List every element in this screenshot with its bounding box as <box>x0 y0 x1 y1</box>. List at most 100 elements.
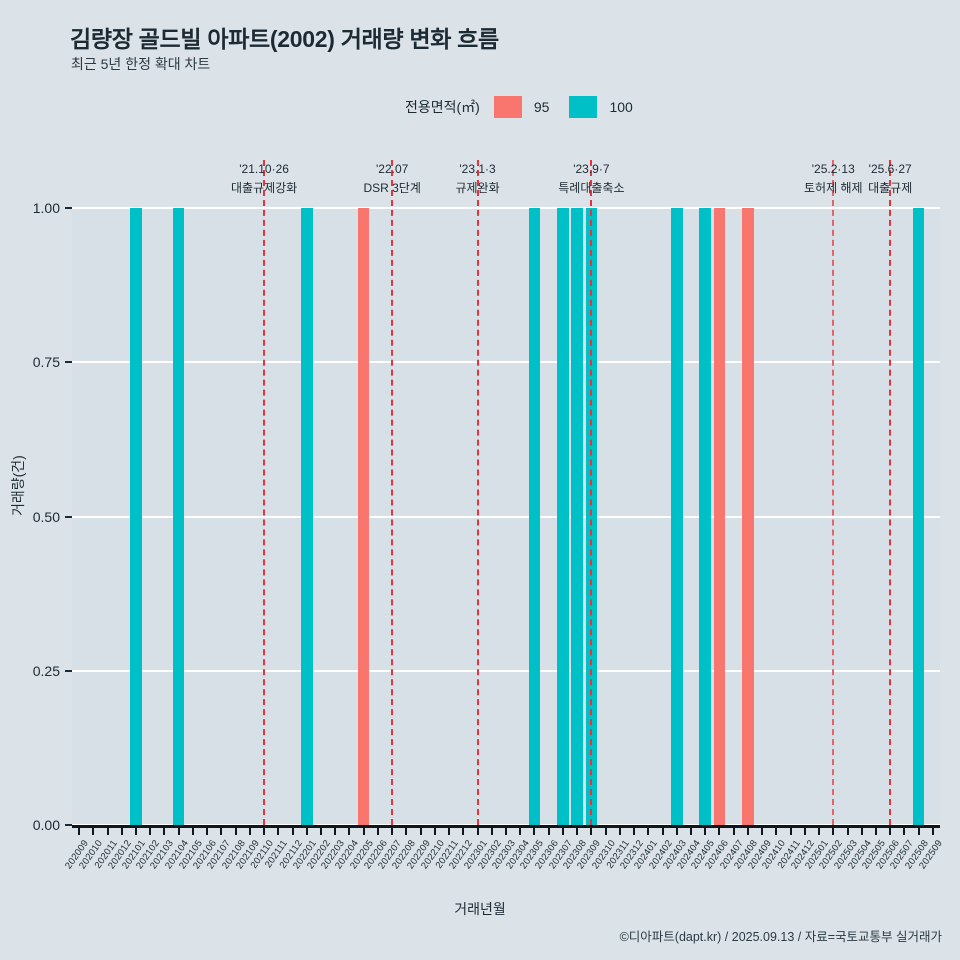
gridline <box>72 207 940 209</box>
x-tick-mark <box>846 828 849 835</box>
bar[interactable] <box>742 208 754 825</box>
x-tick-mark <box>376 828 379 835</box>
page-title: 김량장 골드빌 아파트(2002) 거래량 변화 흐름 <box>70 26 499 52</box>
x-tick-mark <box>448 828 451 835</box>
gridline <box>72 361 940 364</box>
event-date: '25.6·27 <box>868 162 912 176</box>
bar[interactable] <box>172 208 185 825</box>
event-text: 특례대출축소 <box>558 180 625 195</box>
y-tick-label: 0.00 <box>32 817 60 833</box>
event-line <box>590 160 593 825</box>
x-tick-mark <box>647 828 650 835</box>
event-date: '25.2·13 <box>811 162 855 176</box>
x-tick-mark <box>191 828 194 835</box>
bar[interactable] <box>571 208 583 825</box>
legend-swatch-95[interactable] <box>493 96 522 118</box>
x-tick-mark <box>533 828 536 835</box>
event-text: 토허제 해제 <box>803 180 863 195</box>
event-label: '21.10·26 대출규제강화 <box>231 160 297 197</box>
event-date: '21.10·26 <box>239 162 289 176</box>
y-tick-label: 0.25 <box>32 662 60 679</box>
bar[interactable] <box>912 208 925 825</box>
x-tick-mark <box>746 828 749 835</box>
x-tick-mark <box>818 828 821 835</box>
event-line <box>391 160 394 825</box>
x-tick-mark <box>348 828 351 835</box>
x-tick-mark <box>206 828 209 835</box>
bar[interactable] <box>671 208 683 825</box>
x-tick-mark <box>832 828 835 835</box>
plot-area <box>72 207 940 826</box>
x-tick-mark <box>220 828 223 835</box>
x-tick-mark <box>874 828 877 835</box>
bar[interactable] <box>130 208 142 825</box>
event-label: '25.6·27 대출규제 <box>868 160 912 197</box>
y-tick-label: 0.75 <box>32 354 60 371</box>
x-axis-title: 거래년월 <box>454 901 506 917</box>
page-subtitle: 최근 5년 한정 확대 차트 <box>71 56 211 72</box>
x-tick-mark <box>633 828 636 835</box>
bar[interactable] <box>557 208 569 825</box>
x-tick-mark <box>277 828 280 835</box>
x-tick-mark <box>732 828 735 835</box>
x-tick-mark <box>490 828 493 835</box>
x-tick-mark <box>234 828 237 835</box>
event-line <box>889 160 892 825</box>
x-tick-mark <box>476 828 479 835</box>
event-date: '23.9·7 <box>573 162 610 176</box>
x-tick-mark <box>263 828 266 835</box>
x-tick-mark <box>547 828 550 835</box>
x-tick-mark <box>177 828 180 835</box>
x-tick-mark <box>163 828 166 835</box>
bar[interactable] <box>713 208 726 825</box>
x-tick-mark <box>305 828 308 835</box>
chart-legend: 전용면적(㎡) 95 100 <box>405 96 653 118</box>
event-text: 대출규제강화 <box>230 180 298 195</box>
bar[interactable] <box>301 208 313 825</box>
bar[interactable] <box>528 208 541 825</box>
event-text: 대출규제 <box>868 180 913 195</box>
x-tick-mark <box>334 828 337 835</box>
y-tick-label: 1.00 <box>32 200 60 216</box>
x-tick-mark <box>903 828 906 835</box>
footer-note: ©디아파트(dapt.kr) / 2025.09.13 / 자료=국토교통부 실… <box>619 930 942 944</box>
y-axis-title: 거래량(건) <box>10 455 26 516</box>
x-tick-mark <box>889 828 892 835</box>
x-tick-mark <box>519 828 522 835</box>
y-tick-mark <box>65 824 72 826</box>
y-tick-mark <box>65 361 72 364</box>
x-tick-mark <box>618 828 621 835</box>
event-label: '25.2·13 토허제 해제 <box>804 160 863 197</box>
gridline <box>72 669 940 672</box>
x-tick-mark <box>689 828 692 835</box>
event-text: 규제완화 <box>455 180 500 195</box>
x-tick-mark <box>775 828 778 835</box>
x-tick-mark <box>576 828 579 835</box>
x-tick-mark <box>661 828 664 835</box>
legend-label-95: 95 <box>533 99 550 115</box>
x-tick-mark <box>419 828 422 835</box>
x-tick-mark <box>931 828 934 835</box>
bar[interactable] <box>699 208 711 825</box>
x-tick-mark <box>604 828 607 835</box>
x-tick-mark <box>561 828 564 835</box>
event-line <box>263 160 266 825</box>
x-tick-mark <box>92 828 95 835</box>
event-line <box>832 160 835 825</box>
x-tick-mark <box>362 828 365 835</box>
x-tick-mark <box>718 828 721 835</box>
x-tick-mark <box>149 828 152 835</box>
x-tick-mark <box>917 828 920 835</box>
legend-swatch-100[interactable] <box>569 96 598 118</box>
legend-label-100: 100 <box>609 99 633 115</box>
x-tick-mark <box>789 828 792 835</box>
x-tick-mark <box>803 828 806 835</box>
legend-title: 전용면적(㎡) <box>405 99 480 115</box>
event-label: '22.07 DSR 3단계 <box>363 160 420 197</box>
y-tick-mark <box>65 669 72 672</box>
x-tick-mark <box>391 828 394 835</box>
x-tick-mark <box>120 828 123 835</box>
x-tick-mark <box>248 828 251 835</box>
bar[interactable] <box>357 208 370 825</box>
